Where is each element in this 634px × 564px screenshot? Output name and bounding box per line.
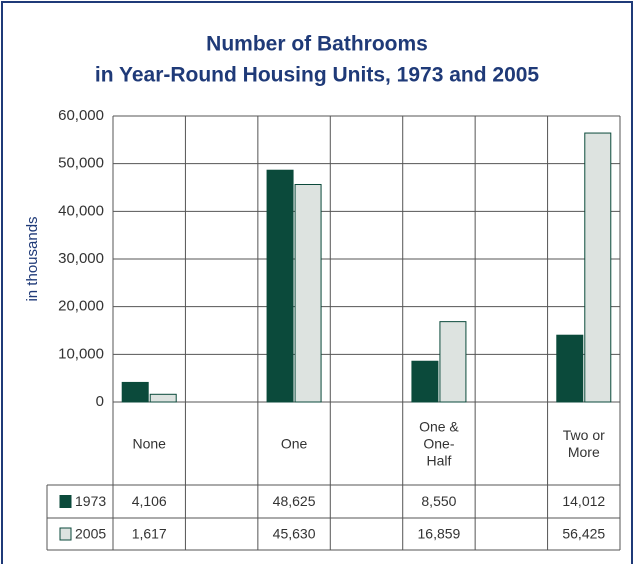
legend-label: 2005: [75, 526, 106, 542]
x-tick-label: One: [280, 435, 308, 451]
table-value: 8,550: [421, 493, 456, 509]
x-tick-label: Two or More: [562, 426, 605, 460]
legend-swatch: [59, 495, 72, 508]
x-tick-label: None: [132, 435, 166, 451]
table-value: 45,630: [273, 526, 316, 542]
table-value: 48,625: [273, 493, 316, 509]
table-value: 56,425: [562, 526, 605, 542]
bar: [584, 132, 612, 403]
y-tick-label: 60,000: [58, 107, 104, 124]
legend-label: 1973: [75, 493, 106, 509]
bar: [121, 381, 149, 403]
bar: [149, 393, 177, 403]
bar: [266, 169, 294, 403]
y-axis-label: in thousands: [24, 216, 41, 301]
chart-subtitle: in Year-Round Housing Units, 1973 and 20…: [95, 64, 540, 87]
table-value: 16,859: [418, 526, 461, 542]
y-tick-label: 0: [96, 393, 104, 410]
table-value: 14,012: [562, 493, 605, 509]
bar: [556, 334, 584, 403]
y-tick-label: 20,000: [58, 298, 104, 315]
y-tick-label: 10,000: [58, 345, 104, 362]
table-value: 1,617: [132, 526, 167, 542]
legend-swatch: [59, 527, 72, 541]
y-tick-label: 40,000: [58, 202, 104, 219]
bar: [294, 183, 322, 403]
table-value: 4,106: [132, 493, 167, 509]
y-tick-label: 30,000: [58, 250, 104, 267]
x-tick-label: One & One-Half: [419, 418, 459, 468]
chart-title: Number of Bathrooms: [206, 33, 428, 56]
bar: [411, 360, 439, 403]
y-tick-label: 50,000: [58, 155, 104, 172]
bar: [439, 321, 467, 403]
